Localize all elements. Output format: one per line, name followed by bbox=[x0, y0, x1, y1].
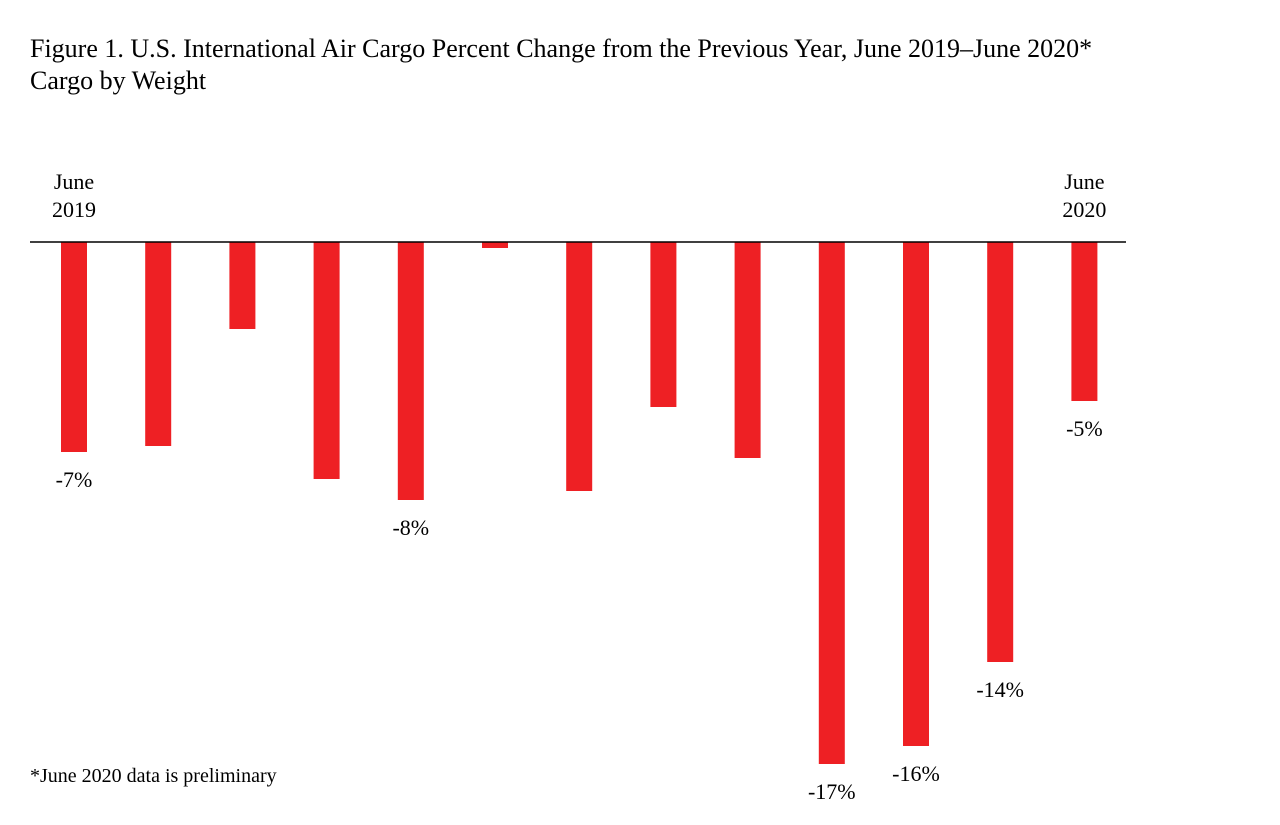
bar bbox=[61, 242, 87, 452]
bar bbox=[313, 242, 340, 479]
category-label: June bbox=[54, 169, 94, 194]
title-line-2: Cargo by Weight bbox=[30, 66, 207, 95]
data-label: -7% bbox=[56, 467, 93, 492]
bar bbox=[566, 242, 593, 491]
footnote: *June 2020 data is preliminary bbox=[30, 765, 277, 787]
title-line-1: Figure 1. U.S. International Air Cargo P… bbox=[30, 34, 1093, 63]
category-label: 2019 bbox=[52, 197, 96, 222]
data-label: -16% bbox=[892, 761, 940, 786]
bar bbox=[650, 242, 677, 407]
data-label: -14% bbox=[976, 677, 1024, 702]
bar bbox=[482, 242, 508, 248]
bar bbox=[145, 242, 172, 446]
bar bbox=[903, 242, 929, 746]
bar bbox=[818, 242, 845, 764]
chart-title: Figure 1. U.S. International Air Cargo P… bbox=[30, 33, 1092, 97]
data-label: -8% bbox=[392, 515, 429, 540]
bar bbox=[229, 242, 256, 329]
category-label: June bbox=[1064, 169, 1104, 194]
data-label: -17% bbox=[808, 779, 856, 804]
bar bbox=[734, 242, 761, 458]
bar bbox=[1071, 242, 1098, 401]
bar bbox=[397, 242, 424, 500]
data-label: -5% bbox=[1066, 416, 1103, 441]
category-label: 2020 bbox=[1062, 197, 1106, 222]
bar bbox=[987, 242, 1014, 662]
